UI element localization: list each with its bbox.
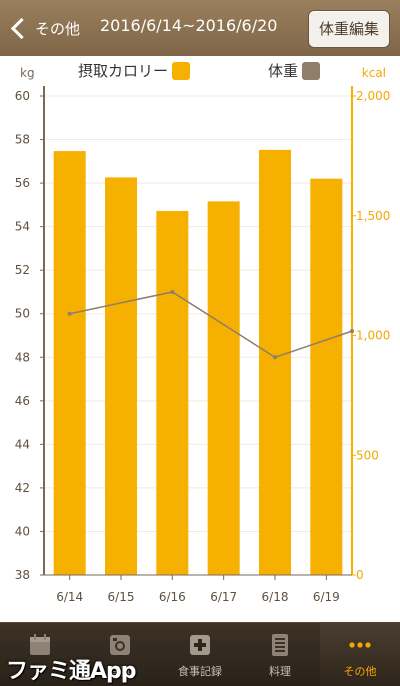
x-tick-label-4: 6/18 <box>262 590 289 604</box>
photo-icon <box>110 635 130 655</box>
weight-point-1 <box>170 289 175 294</box>
calorie-weight-chart: 38 40 42 44 46 48 50 52 54 56 58 60 0 500 1,000 1,500 2,… <box>15 86 390 604</box>
chevron-left-icon <box>10 17 33 39</box>
bar-6-14 <box>53 151 86 575</box>
bar-6-19 <box>310 178 343 575</box>
legend-calories-swatch <box>172 61 191 80</box>
left-tick-label-11: 60 <box>15 89 30 103</box>
back-button[interactable]: その他 <box>8 10 80 46</box>
legend-weight-label: 体重 <box>268 62 299 80</box>
right-tick-label-4: 2,000 <box>356 89 390 103</box>
tab-more-label: その他 <box>343 665 377 678</box>
legend-calories: 摂取カロリー <box>78 60 191 81</box>
tab-meal-record-label: 食事記録 <box>178 665 222 678</box>
legend-weight-swatch <box>302 61 321 80</box>
left-tick-label-2: 42 <box>15 481 30 495</box>
x-tick-label-0: 6/14 <box>56 590 83 604</box>
back-button-label: その他 <box>35 19 81 38</box>
x-tick-label-3: 6/17 <box>210 590 237 604</box>
chart-area: 摂取カロリー 体重 kg kcal 38 40 42 44 46 48 50 52 54 56 58… <box>0 56 400 622</box>
tab-meal-record[interactable]: 食事記録 <box>160 623 240 686</box>
tab-bar: 写真 食事記録 料理 その他 <box>0 622 400 686</box>
left-tick-label-7: 52 <box>15 263 30 277</box>
bar-6-16 <box>156 210 189 575</box>
left-tick-label-10: 58 <box>15 133 30 147</box>
plus-icon <box>190 635 210 655</box>
right-tick-label-2: 1,000 <box>356 329 390 343</box>
legend-weight: 体重 <box>268 60 321 81</box>
left-tick-label-4: 46 <box>15 394 30 408</box>
bar-6-15 <box>105 177 137 575</box>
left-tick-label-8: 54 <box>15 220 30 234</box>
weight-point-2 <box>273 355 277 360</box>
bar-6-17 <box>207 201 240 575</box>
recipe-icon <box>272 634 288 656</box>
left-tick-label-6: 50 <box>15 307 30 321</box>
watermark-logo: ファミ通App <box>6 659 137 684</box>
more-icon <box>349 642 371 648</box>
left-tick-label-0: 38 <box>15 568 30 582</box>
right-tick-label-0: 0 <box>356 568 364 582</box>
weight-point-3 <box>350 329 354 334</box>
right-tick-label-3: 1,500 <box>356 209 390 223</box>
bar-6-18 <box>259 149 291 575</box>
tab-calendar[interactable] <box>0 623 80 686</box>
right-tick-label-1: 500 <box>356 448 379 462</box>
tab-photo-label: 写真 <box>109 665 131 678</box>
left-tick-label-5: 48 <box>15 350 30 364</box>
x-tick-label-5: 6/19 <box>313 590 340 604</box>
tab-recipe-label: 料理 <box>269 665 291 678</box>
left-tick-label-9: 56 <box>15 176 30 190</box>
header-bar: その他 2016/6/14~2016/6/20 体重編集 <box>0 0 400 57</box>
weight-point-0 <box>67 311 72 316</box>
x-tick-label-2: 6/16 <box>159 590 186 604</box>
date-range-title: 2016/6/14~2016/6/20 <box>100 16 278 35</box>
left-axis-unit: kg <box>20 66 35 80</box>
tab-more[interactable]: その他 <box>320 623 400 686</box>
calendar-icon <box>30 634 50 655</box>
x-tick-label-1: 6/15 <box>108 590 135 604</box>
tab-recipe[interactable]: 料理 <box>240 623 320 686</box>
legend-calories-label: 摂取カロリー <box>78 62 169 80</box>
left-tick-label-1: 40 <box>15 524 30 538</box>
edit-weight-button[interactable]: 体重編集 <box>307 10 390 48</box>
weight-line <box>69 291 353 359</box>
tab-photo[interactable]: 写真 <box>80 623 160 686</box>
left-tick-label-3: 44 <box>15 437 30 451</box>
right-axis-unit: kcal <box>361 66 386 80</box>
